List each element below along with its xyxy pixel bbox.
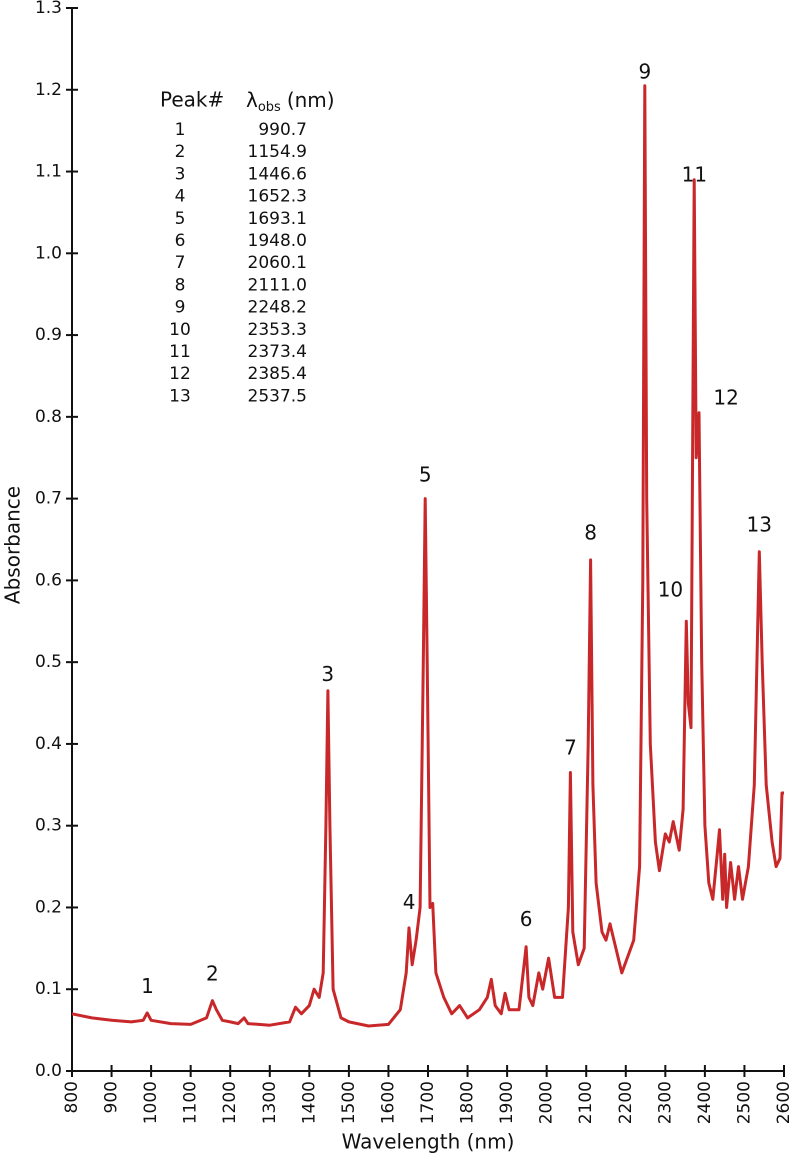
- table-wavelength: 2385.4: [248, 364, 307, 384]
- y-tick-label: 0.7: [35, 489, 62, 509]
- x-tick-label: 1800: [458, 1081, 478, 1124]
- peak-label: 8: [584, 520, 597, 544]
- table-peak-number: 8: [175, 275, 186, 295]
- y-tick-label: 0.2: [35, 897, 62, 917]
- x-tick-label: 1400: [299, 1081, 319, 1124]
- peak-label: 5: [419, 462, 432, 486]
- table-wavelength: 1948.0: [248, 231, 307, 251]
- y-tick-label: 1.0: [35, 243, 62, 263]
- peak-label: 6: [520, 907, 533, 931]
- y-tick-label: 0.6: [35, 570, 62, 590]
- table-peak-number: 2: [175, 142, 186, 162]
- y-tick-label: 1.1: [35, 162, 62, 182]
- y-tick-label: 1.3: [35, 0, 62, 18]
- x-tick-label: 2600: [774, 1081, 790, 1124]
- y-tick-label: 0.1: [35, 979, 62, 999]
- table-wavelength: 2248.2: [248, 298, 307, 318]
- table-wavelength: 2537.5: [248, 386, 307, 406]
- y-tick-label: 0.5: [35, 652, 62, 672]
- peak-label: 2: [206, 961, 219, 985]
- table-peak-number: 5: [175, 209, 186, 229]
- x-tick-label: 2400: [695, 1081, 715, 1124]
- y-tick-label: 1.2: [35, 80, 62, 100]
- peak-label: 11: [682, 162, 707, 186]
- table-peak-number: 7: [175, 253, 186, 273]
- peak-label: 9: [638, 60, 651, 84]
- table-header-wavelength: λobs (nm): [246, 88, 335, 115]
- y-tick-label: 0.4: [35, 734, 62, 754]
- peak-label: 7: [564, 736, 577, 760]
- x-tick-label: 1500: [339, 1081, 359, 1124]
- peak-label: 13: [747, 512, 772, 536]
- peak-label: 12: [713, 386, 738, 410]
- y-tick-label: 0.0: [35, 1061, 62, 1081]
- table-peak-number: 12: [169, 364, 191, 384]
- table-peak-number: 4: [175, 187, 186, 207]
- x-tick-label: 1200: [220, 1081, 240, 1124]
- x-tick-label: 2000: [537, 1081, 557, 1124]
- peak-label: 3: [321, 662, 334, 686]
- table-peak-number: 6: [175, 231, 186, 251]
- lambda: λ: [246, 88, 258, 112]
- x-tick-label: 1600: [378, 1081, 398, 1124]
- y-axis-title: Absorbance: [1, 486, 25, 604]
- table-wavelength: 1652.3: [248, 187, 307, 207]
- x-tick-label: 2500: [734, 1081, 754, 1124]
- x-tick-label: 2100: [576, 1081, 596, 1124]
- peak-label: 10: [658, 578, 683, 602]
- table-peak-number: 10: [169, 320, 191, 340]
- spectrum-line: [71, 84, 784, 1028]
- x-axis-title: Wavelength (nm): [342, 1130, 515, 1154]
- x-tick-label: 2200: [616, 1081, 636, 1124]
- x-tick-label: 1100: [181, 1081, 201, 1124]
- x-tick-label: 800: [62, 1081, 82, 1113]
- table-wavelength: 990.7: [258, 120, 307, 140]
- x-tick-label: 1900: [497, 1081, 517, 1124]
- table-wavelength: 2373.4: [248, 342, 307, 362]
- x-tick-label: 1700: [418, 1081, 438, 1124]
- x-tick-label: 2300: [655, 1081, 675, 1124]
- x-tick-label: 1300: [260, 1081, 280, 1124]
- subscript: obs: [258, 100, 281, 115]
- table-peak-number: 9: [175, 298, 186, 318]
- unit: (nm): [287, 88, 335, 112]
- table-wavelength: 2060.1: [248, 253, 307, 273]
- x-tick-label: 1000: [141, 1081, 161, 1124]
- table-wavelength: 2111.0: [248, 275, 307, 295]
- y-tick-label: 0.8: [35, 407, 62, 427]
- table-wavelength: 1446.6: [248, 164, 307, 184]
- x-tick-label: 900: [102, 1081, 122, 1113]
- table-peak-number: 13: [169, 386, 191, 406]
- table-peak-number: 11: [169, 342, 191, 362]
- table-peak-number: 1: [175, 120, 186, 140]
- table-wavelength: 2353.3: [248, 320, 307, 340]
- table-wavelength: 1693.1: [248, 209, 307, 229]
- y-tick-label: 0.3: [35, 816, 62, 836]
- peak-label: 1: [141, 974, 154, 998]
- y-tick-label: 0.9: [35, 325, 62, 345]
- peak-label: 4: [403, 890, 416, 914]
- table-header-peak: Peak#: [160, 88, 224, 112]
- table-peak-number: 3: [175, 164, 186, 184]
- table-wavelength: 1154.9: [248, 142, 307, 162]
